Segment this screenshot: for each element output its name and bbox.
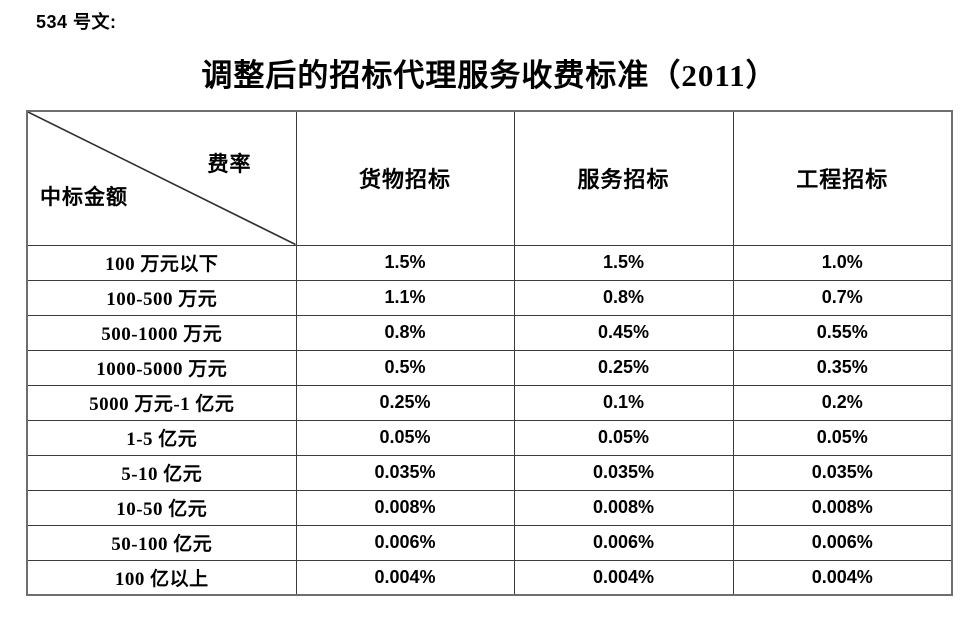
- rate-cell-engineering: 0.008%: [732, 489, 953, 526]
- table-row: 500-1000 万元 0.8% 0.45% 0.55%: [26, 314, 953, 351]
- column-header-service-bidding: 服务招标: [513, 110, 734, 246]
- row-label-amount-range: 100 万元以下: [26, 244, 297, 281]
- row-label-amount-range: 1-5 亿元: [26, 419, 297, 456]
- row-label-amount-range: 1000-5000 万元: [26, 349, 297, 386]
- rate-cell-goods: 0.25%: [295, 384, 515, 421]
- rate-cell-service: 0.006%: [513, 524, 734, 561]
- table-row: 50-100 亿元 0.006% 0.006% 0.006%: [26, 524, 953, 561]
- rate-cell-engineering: 0.7%: [732, 279, 953, 316]
- rate-cell-goods: 1.1%: [295, 279, 515, 316]
- rate-cell-engineering: 0.2%: [732, 384, 953, 421]
- table-row: 1-5 亿元 0.05% 0.05% 0.05%: [26, 419, 953, 456]
- rate-cell-service: 0.05%: [513, 419, 734, 456]
- rate-cell-service: 0.035%: [513, 454, 734, 491]
- table-row: 100 万元以下 1.5% 1.5% 1.0%: [26, 244, 953, 281]
- corner-label-bid-amount: 中标金额: [40, 184, 128, 209]
- fee-rate-table: 费率 中标金额 货物招标 服务招标 工程招标 100 万元以下 1.5% 1.5…: [26, 110, 953, 596]
- rate-cell-goods: 0.004%: [295, 559, 515, 596]
- table-row: 10-50 亿元 0.008% 0.008% 0.008%: [26, 489, 953, 526]
- row-label-amount-range: 50-100 亿元: [26, 524, 297, 561]
- rate-cell-engineering: 0.35%: [732, 349, 953, 386]
- rate-cell-goods: 0.008%: [295, 489, 515, 526]
- table-row: 5-10 亿元 0.035% 0.035% 0.035%: [26, 454, 953, 491]
- row-label-amount-range: 100 亿以上: [26, 559, 297, 596]
- rate-cell-goods: 0.8%: [295, 314, 515, 351]
- rate-cell-service: 0.004%: [513, 559, 734, 596]
- rate-cell-service: 0.25%: [513, 349, 734, 386]
- header-row: 费率 中标金额 货物招标 服务招标 工程招标: [26, 110, 953, 246]
- rate-cell-engineering: 0.05%: [732, 419, 953, 456]
- row-label-amount-range: 100-500 万元: [26, 279, 297, 316]
- row-label-amount-range: 5000 万元-1 亿元: [26, 384, 297, 421]
- rate-cell-service: 0.1%: [513, 384, 734, 421]
- rate-cell-goods: 0.05%: [295, 419, 515, 456]
- rate-cell-service: 0.45%: [513, 314, 734, 351]
- diagonal-line: [28, 112, 296, 245]
- corner-label-fee-rate: 费率: [207, 152, 252, 176]
- table-row: 1000-5000 万元 0.5% 0.25% 0.35%: [26, 349, 953, 386]
- rate-cell-service: 0.8%: [513, 279, 734, 316]
- rate-cell-engineering: 0.004%: [732, 559, 953, 596]
- rate-cell-goods: 0.006%: [295, 524, 515, 561]
- rate-cell-goods: 0.035%: [295, 454, 515, 491]
- column-header-engineering-bidding: 工程招标: [732, 110, 953, 246]
- rate-cell-engineering: 0.55%: [732, 314, 953, 351]
- rate-cell-goods: 1.5%: [295, 244, 515, 281]
- row-label-amount-range: 500-1000 万元: [26, 314, 297, 351]
- corner-cell: 费率 中标金额: [26, 110, 297, 246]
- table-row: 100-500 万元 1.1% 0.8% 0.7%: [26, 279, 953, 316]
- row-label-amount-range: 10-50 亿元: [26, 489, 297, 526]
- rate-cell-service: 0.008%: [513, 489, 734, 526]
- table-row: 100 亿以上 0.004% 0.004% 0.004%: [26, 559, 953, 596]
- table-row: 5000 万元-1 亿元 0.25% 0.1% 0.2%: [26, 384, 953, 421]
- doc-number-label: 534 号文:: [36, 12, 117, 32]
- rate-cell-service: 1.5%: [513, 244, 734, 281]
- column-header-goods-bidding: 货物招标: [295, 110, 515, 246]
- table-body: 100 万元以下 1.5% 1.5% 1.0% 100-500 万元 1.1% …: [26, 244, 953, 596]
- rate-cell-engineering: 0.006%: [732, 524, 953, 561]
- rate-cell-goods: 0.5%: [295, 349, 515, 386]
- row-label-amount-range: 5-10 亿元: [26, 454, 297, 491]
- page-title: 调整后的招标代理服务收费标准（2011）: [201, 58, 778, 93]
- rate-cell-engineering: 0.035%: [732, 454, 953, 491]
- rate-cell-engineering: 1.0%: [732, 244, 953, 281]
